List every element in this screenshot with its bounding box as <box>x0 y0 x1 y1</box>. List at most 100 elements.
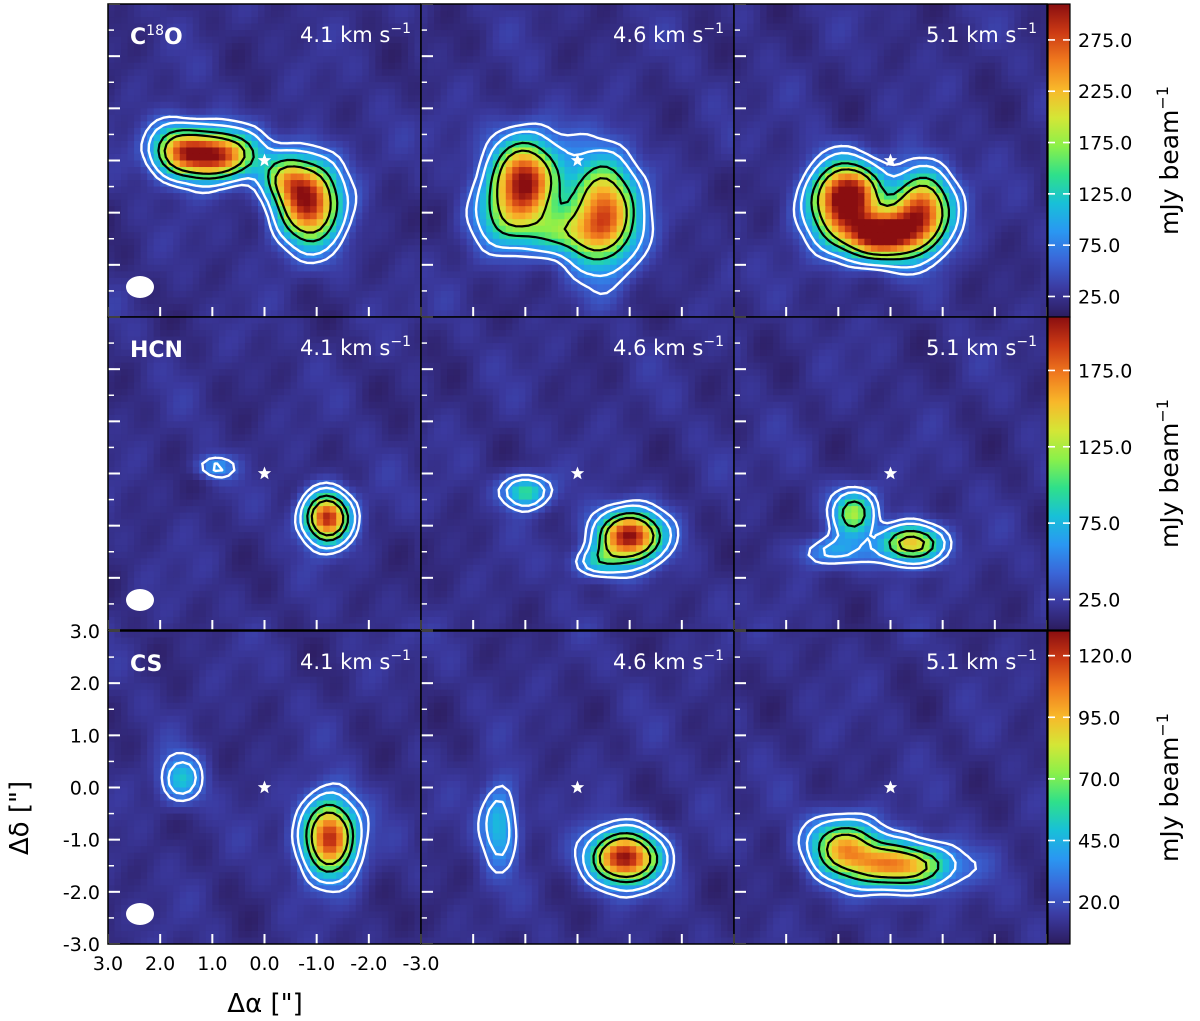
map-pixel <box>349 245 357 253</box>
map-pixel <box>427 114 435 122</box>
map-pixel <box>147 271 155 279</box>
map-pixel <box>557 108 566 116</box>
map-pixel <box>616 303 624 312</box>
map-pixel <box>701 297 709 305</box>
map-pixel <box>505 271 513 279</box>
map-pixel <box>812 43 820 51</box>
map-pixel <box>701 69 709 77</box>
map-pixel <box>251 49 259 57</box>
map-pixel <box>857 23 866 31</box>
map-pixel <box>394 10 403 18</box>
map-pixel <box>473 75 481 83</box>
map-pixel <box>681 206 689 214</box>
map-pixel <box>603 290 611 299</box>
map-pixel <box>473 232 481 240</box>
map-pixel <box>114 167 122 175</box>
map-pixel <box>421 212 429 220</box>
map-pixel <box>720 303 729 312</box>
map-pixel <box>179 193 187 201</box>
map-pixel <box>218 30 226 38</box>
map-pixel <box>629 232 637 240</box>
map-pixel <box>460 108 468 116</box>
map-pixel <box>616 258 624 266</box>
map-pixel <box>205 251 213 259</box>
map-pixel <box>564 140 572 149</box>
map-pixel <box>649 186 657 194</box>
map-pixel <box>160 219 168 227</box>
map-pixel <box>440 62 448 70</box>
map-pixel <box>597 114 605 122</box>
map-pixel <box>486 160 494 168</box>
map-pixel <box>186 277 194 285</box>
map-pixel <box>577 225 585 233</box>
map-pixel <box>910 10 918 18</box>
map-pixel <box>720 173 729 181</box>
map-pixel <box>349 297 357 305</box>
map-pixel <box>701 147 709 155</box>
map-pixel <box>108 180 116 188</box>
map-pixel <box>466 140 474 149</box>
map-pixel <box>629 101 637 109</box>
map-pixel <box>257 193 266 201</box>
map-pixel <box>349 225 357 233</box>
map-pixel <box>590 297 598 305</box>
map-pixel <box>303 108 311 116</box>
map-pixel <box>134 219 142 227</box>
map-pixel <box>342 17 350 25</box>
map-pixel <box>407 271 416 279</box>
map-pixel <box>610 17 618 25</box>
map-pixel <box>499 297 507 305</box>
map-pixel <box>166 30 174 38</box>
map-pixel <box>616 297 624 305</box>
map-pixel <box>140 251 148 259</box>
map-pixel <box>212 82 220 90</box>
map-pixel <box>257 49 266 57</box>
map-pixel <box>140 49 148 57</box>
map-pixel <box>994 36 1002 44</box>
map-pixel <box>173 140 181 149</box>
map-pixel <box>440 49 448 57</box>
map-pixel <box>401 212 409 220</box>
map-pixel <box>355 199 363 207</box>
map-pixel <box>597 173 605 181</box>
map-pixel <box>590 23 598 31</box>
map-pixel <box>453 82 461 90</box>
map-pixel <box>512 271 520 279</box>
map-pixel <box>818 4 826 12</box>
map-pixel <box>486 49 494 57</box>
map-pixel <box>114 160 122 168</box>
map-pixel <box>655 225 663 233</box>
map-pixel <box>453 297 461 305</box>
map-pixel <box>688 160 696 168</box>
map-pixel <box>244 297 253 305</box>
map-pixel <box>414 36 421 44</box>
map-pixel <box>629 30 637 38</box>
map-pixel <box>251 101 259 109</box>
map-pixel <box>349 290 357 299</box>
map-pixel <box>707 114 716 122</box>
map-pixel <box>636 140 644 149</box>
map-pixel <box>460 219 468 227</box>
map-pixel <box>140 147 148 155</box>
map-pixel <box>988 4 996 12</box>
map-pixel <box>512 36 520 44</box>
map-pixel <box>336 297 344 305</box>
map-pixel <box>492 62 500 70</box>
map-pixel <box>355 167 363 175</box>
map-pixel <box>303 4 311 12</box>
map-pixel <box>238 10 246 18</box>
map-pixel <box>381 23 389 31</box>
map-pixel <box>355 88 363 96</box>
map-pixel <box>323 4 331 12</box>
map-pixel <box>590 232 598 240</box>
map-pixel <box>466 17 474 25</box>
map-pixel <box>336 88 344 96</box>
map-pixel <box>160 297 168 305</box>
map-pixel <box>551 101 559 109</box>
map-pixel <box>421 147 429 155</box>
map-pixel <box>538 167 546 175</box>
map-pixel <box>610 95 618 103</box>
map-pixel <box>727 303 734 312</box>
map-pixel <box>525 225 533 233</box>
map-pixel <box>140 30 148 38</box>
